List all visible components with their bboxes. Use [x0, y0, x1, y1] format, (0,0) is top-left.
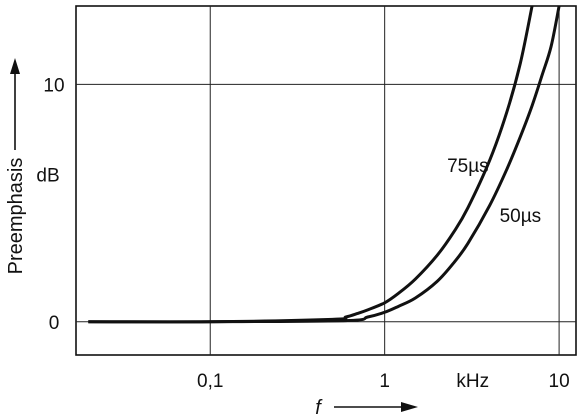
x-tick-label: 1 — [379, 371, 390, 392]
y-axis-arrow — [10, 58, 20, 150]
x-unit-label: kHz — [456, 371, 489, 392]
x-tick-label: 10 — [549, 371, 570, 392]
series-line — [88, 6, 561, 324]
y-unit-label: dB — [36, 166, 59, 187]
series-label: 50µs — [500, 206, 542, 227]
series-lines — [88, 6, 561, 324]
y-tick-label: 10 — [43, 75, 64, 96]
x-tick-label: 0,1 — [197, 371, 223, 392]
y-tick-label: 0 — [49, 313, 60, 334]
series-label: 75µs — [447, 156, 489, 177]
plot-frame — [75, 5, 577, 356]
labels: 0,1 1 10 kHz 0 10 dB 75µs 50µs Preemphas… — [5, 75, 570, 419]
x-axis-arrow — [334, 402, 418, 412]
y-axis-title: Preemphasis — [5, 158, 27, 275]
x-axis-title: f — [315, 397, 323, 419]
plot-frame-group — [75, 5, 577, 356]
